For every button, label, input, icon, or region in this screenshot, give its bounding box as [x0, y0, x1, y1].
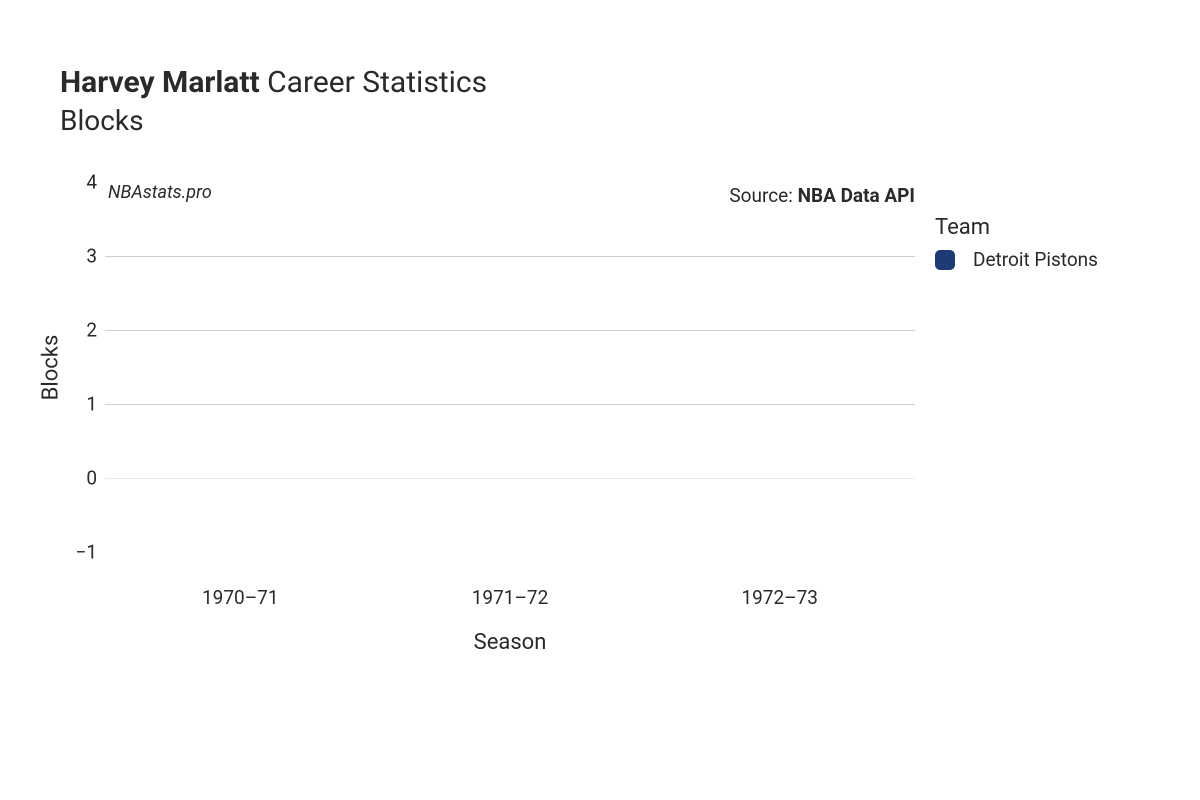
watermark-text: NBAstats.pro	[108, 182, 212, 203]
chart-subtitle: Blocks	[60, 104, 487, 137]
x-tick-label: 1971–72	[472, 552, 549, 609]
source-prefix: Source:	[729, 184, 797, 207]
y-axis-title: Blocks	[38, 335, 63, 401]
chart-title: Harvey Marlatt Career Statistics	[60, 64, 487, 102]
legend-swatch	[935, 250, 955, 270]
y-tick-label: 1	[86, 393, 105, 416]
y-tick-label: 2	[86, 319, 105, 342]
y-tick-label: 4	[86, 171, 105, 194]
title-block: Harvey Marlatt Career Statistics Blocks	[60, 64, 487, 137]
y-tick-label: −1	[75, 541, 105, 564]
x-tick-label: 1972–73	[741, 552, 818, 609]
chart-container: Harvey Marlatt Career Statistics Blocks …	[0, 0, 1200, 800]
y-tick-label: 0	[86, 467, 105, 490]
y-tick-label: 3	[86, 245, 105, 268]
gridline	[105, 256, 915, 257]
legend: Team Detroit Pistons	[935, 215, 1098, 271]
legend-item-label: Detroit Pistons	[973, 248, 1098, 271]
legend-title: Team	[935, 215, 1098, 240]
player-name: Harvey Marlatt	[60, 65, 260, 100]
legend-item: Detroit Pistons	[935, 248, 1098, 271]
gridline	[105, 478, 915, 479]
source-name: NBA Data API	[798, 184, 915, 207]
source-attribution: Source: NBA Data API	[729, 184, 915, 207]
gridline	[105, 330, 915, 331]
plot-area: −1012341970–711971–721972–73	[105, 182, 915, 552]
x-tick-label: 1970–71	[202, 552, 279, 609]
gridline	[105, 404, 915, 405]
x-axis-title: Season	[474, 630, 547, 655]
title-suffix: Career Statistics	[260, 65, 487, 100]
